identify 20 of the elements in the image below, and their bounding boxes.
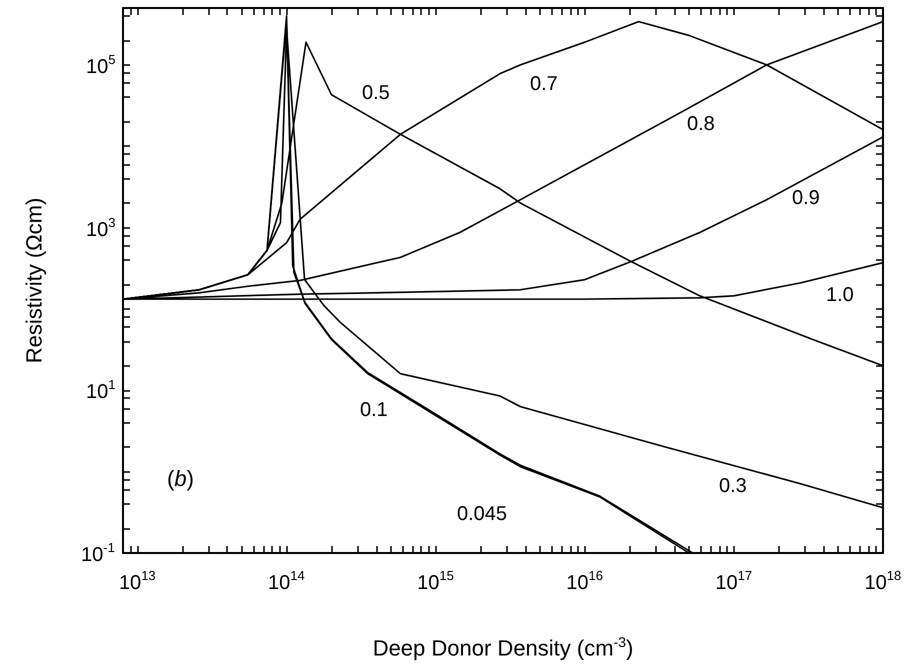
x-tick-label: 10$^{17}$ (715, 568, 752, 594)
y-tick-label: 10$^{1}$ (86, 377, 116, 404)
series-label: 0.3 (719, 475, 747, 497)
annotation: (b) (167, 466, 194, 491)
legend-label: 1.0 (826, 284, 854, 306)
y-axis-title: Resistivity (Ωcm) (22, 198, 46, 364)
x-tick-label: 10$^{18}$ (864, 568, 902, 594)
series-label: 0.9 (792, 187, 820, 209)
x-tick-label: 10$^{14}$ (268, 568, 305, 594)
y-tick-label: 10$^{5}$ (86, 52, 116, 78)
series-label: 0.1 (360, 399, 388, 421)
x-tick-label: 10$^{16}$ (566, 568, 603, 594)
x-tick-label: 10$^{15}$ (417, 568, 454, 594)
series-label: 0.8 (687, 113, 715, 135)
series-label: 0.5 (362, 82, 390, 104)
y-tick-label: 10$^{3}$ (86, 214, 116, 241)
x-tick-label: 10$^{13}$ (118, 568, 156, 594)
series-label: 0.7 (530, 73, 558, 95)
y-tick-label: 10$^{-1}$ (81, 540, 115, 566)
series-label: 0.045 (457, 503, 508, 525)
